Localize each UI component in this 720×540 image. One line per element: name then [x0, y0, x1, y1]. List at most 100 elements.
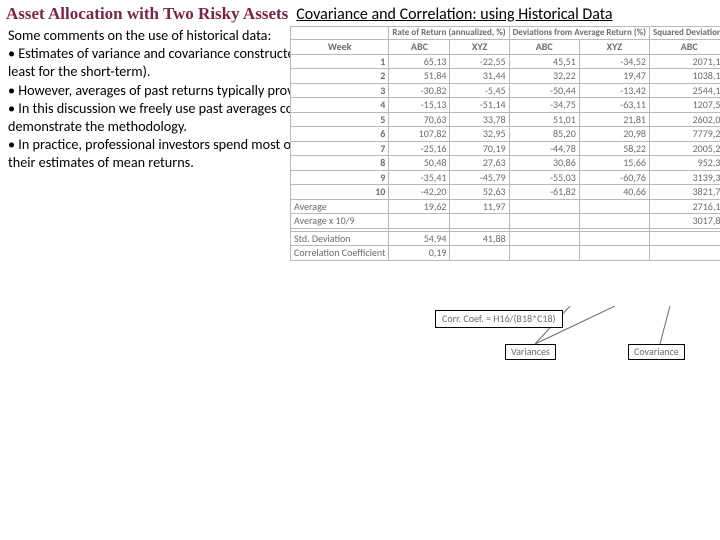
- table-cell: -61,82: [509, 185, 579, 200]
- slide-page: Asset Allocation with Two Risky Assets C…: [0, 0, 720, 540]
- table-summary-row: Std. Deviation54,9441,88: [291, 231, 720, 246]
- table-cell: 3: [291, 83, 389, 98]
- table-cell: 65,13: [389, 54, 450, 69]
- table-cell: -50,44: [509, 83, 579, 98]
- table-header-cell: Rate of Return (annualized, %): [389, 27, 509, 40]
- table-cell: 107,82: [389, 127, 450, 142]
- table-row: 3-30,82-5,45-50,44-13,422544,13333,30929…: [291, 83, 720, 98]
- table-header-cell: [291, 27, 389, 40]
- table-row: 4-15,13-51,14-34,75-63,111207,563982,872…: [291, 98, 720, 113]
- table-cell: 15,66: [579, 156, 649, 171]
- table-header-cell: Squared Deviations from Average Return: [649, 27, 720, 40]
- table-row: 570,6333,7851,0121,812602,02475,681112.5…: [291, 112, 720, 127]
- table-cell: 0,19: [389, 246, 450, 261]
- table-row: 7-25,1670,19-44,7858,222005,253385,57-16…: [291, 141, 720, 156]
- table-cell: 30,86: [509, 156, 579, 171]
- table-cell: 32,95: [450, 127, 509, 142]
- table-cell: 3017,89: [649, 214, 720, 229]
- table-cell: -35,41: [389, 170, 450, 185]
- table-cell: -5,45: [450, 83, 509, 98]
- variances-label: Variances: [505, 344, 556, 360]
- table-cell: 2716,10: [649, 199, 720, 214]
- table-cell: [579, 214, 649, 229]
- table-cell: [509, 214, 579, 229]
- table-header-cell: ABC: [509, 40, 579, 55]
- summary-label: Correlation Coefficient: [291, 246, 389, 261]
- summary-label: Average x 10/9: [291, 214, 389, 229]
- table-cell: 21,81: [579, 112, 649, 127]
- table-cell: 19,62: [389, 199, 450, 214]
- table-cell: [509, 246, 579, 261]
- table-cell: -51,14: [450, 98, 509, 113]
- table-header-cell: ABC: [389, 40, 450, 55]
- table-cell: -42,20: [389, 185, 450, 200]
- table-cell: 2602,02: [649, 112, 720, 127]
- table-cell: -15,13: [389, 98, 450, 113]
- table-cell: [579, 199, 649, 214]
- table-header-cell: Deviations from Average Return (%): [509, 27, 649, 40]
- table-row: 9-35,41-45,79-55,03-60,763139,353691,783…: [291, 170, 720, 185]
- table-row: 165,13-22,5545,51-34,522071,151191,63-15…: [291, 54, 720, 69]
- table-cell: 952,34: [649, 156, 720, 171]
- table-cell: -34,52: [579, 54, 649, 69]
- table-cell: 54,94: [389, 231, 450, 246]
- table-summary-row: Average19,6211,972716,101579,85390.34: [291, 199, 720, 214]
- data-table: Rate of Return (annualized, %)Deviations…: [290, 26, 720, 261]
- table-cell: [389, 214, 450, 229]
- table-cell: [649, 231, 720, 246]
- table-header-cell: XYZ: [450, 40, 509, 55]
- formula-box: Corr. Coef. = H16/(B18*C18): [435, 310, 563, 328]
- table-cell: [649, 246, 720, 261]
- table-cell: 11,97: [450, 199, 509, 214]
- table-cell: 2: [291, 69, 389, 84]
- table-cell: 2005,25: [649, 141, 720, 156]
- summary-label: Std. Deviation: [291, 231, 389, 246]
- table-summary-row: Correlation Coefficient0,19: [291, 246, 720, 261]
- table-cell: 85,20: [509, 127, 579, 142]
- table-cell: 32,22: [509, 69, 579, 84]
- table-cell: 2544,13: [649, 83, 720, 98]
- table-cell: 1038,13: [649, 69, 720, 84]
- table-cell: [579, 246, 649, 261]
- title-row: Asset Allocation with Two Risky Assets C…: [0, 0, 720, 26]
- table-cell: 4: [291, 98, 389, 113]
- table-cell: -63,11: [579, 98, 649, 113]
- table-cell: -34,75: [509, 98, 579, 113]
- annotation-layer: Corr. Coef. = H16/(B18*C18) Variances Co…: [280, 306, 700, 396]
- table-cell: -25,16: [389, 141, 450, 156]
- table-cell: 51,01: [509, 112, 579, 127]
- table-cell: 1: [291, 54, 389, 69]
- table-cell: 20,98: [579, 127, 649, 142]
- table-summary-row: Average x 10/93017,891754,28434.27: [291, 214, 720, 229]
- table-row: 251,8431,4432,2219,471038,13379,08627,32: [291, 69, 720, 84]
- table-cell: 27,63: [450, 156, 509, 171]
- table-cell: 70,19: [450, 141, 509, 156]
- table-cell: 58,22: [579, 141, 649, 156]
- table-cell: 3139,35: [649, 170, 720, 185]
- table-cell: -30,82: [389, 83, 450, 98]
- table-cell: 51,84: [389, 69, 450, 84]
- table-row: 850,4827,6330,8615,66952,34245,24483.27: [291, 156, 720, 171]
- table-cell: 1207,56: [649, 98, 720, 113]
- table-body: 165,13-22,5545,51-34,522071,151191,63-15…: [291, 54, 720, 199]
- table-cell: [509, 199, 579, 214]
- table-header-sub: WeekABCXYZABCXYZABCXYZABCxXYZ: [291, 40, 720, 55]
- page-subtitle: Covariance and Correlation: using Histor…: [296, 5, 612, 24]
- table-cell: [509, 231, 579, 246]
- data-table-wrap: Rate of Return (annualized, %)Deviations…: [290, 26, 710, 261]
- table-cell: 33,78: [450, 112, 509, 127]
- table-cell: 3821,71: [649, 185, 720, 200]
- table-cell: 70,63: [389, 112, 450, 127]
- table-header-cell: XYZ: [579, 40, 649, 55]
- table-cell: 45,51: [509, 54, 579, 69]
- table-cell: 50,48: [389, 156, 450, 171]
- table-cell: -60,76: [579, 170, 649, 185]
- table-cell: [450, 214, 509, 229]
- table-cell: 8: [291, 156, 389, 171]
- table-cell: 10: [291, 185, 389, 200]
- table-cell: -55,03: [509, 170, 579, 185]
- page-title: Asset Allocation with Two Risky Assets: [6, 4, 288, 24]
- table-row: 10-42,2052,63-61,8240,663821,711653,24-2…: [291, 185, 720, 200]
- table-cell: -13,42: [579, 83, 649, 98]
- table-cell: 7: [291, 141, 389, 156]
